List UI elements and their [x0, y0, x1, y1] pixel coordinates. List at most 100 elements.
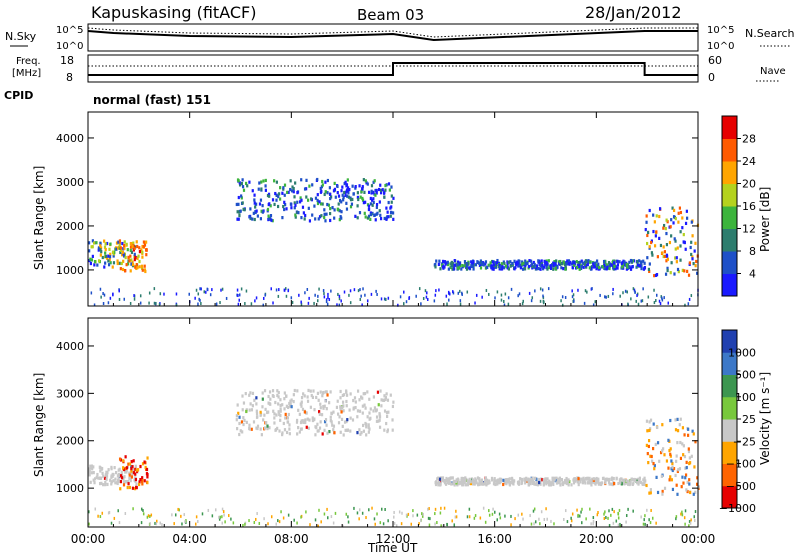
data-cell — [261, 204, 264, 208]
data-cell — [296, 432, 299, 436]
data-cell — [104, 242, 107, 246]
data-cell — [356, 431, 359, 435]
near-range-cell — [681, 513, 684, 517]
near-range-cell — [275, 288, 278, 292]
frequency-trace — [88, 62, 698, 76]
data-cell — [341, 424, 344, 428]
data-cell — [590, 483, 593, 487]
data-cell — [562, 267, 565, 271]
data-cell — [262, 418, 265, 422]
data-cell — [542, 265, 546, 269]
data-cell — [101, 255, 104, 260]
data-cell — [91, 254, 94, 258]
near-range-cell — [154, 521, 156, 525]
data-cell — [283, 200, 286, 204]
near-range-cell — [132, 507, 134, 511]
data-cell — [104, 251, 107, 255]
near-range-cell — [680, 512, 682, 516]
data-cell — [434, 482, 438, 487]
data-cell — [323, 420, 327, 424]
data-cell — [676, 417, 679, 421]
colorbar-tick-label: −500 — [726, 480, 756, 493]
data-cell — [662, 245, 665, 249]
data-cell — [123, 243, 126, 248]
data-cell — [119, 246, 122, 250]
near-range-cell — [224, 520, 226, 524]
data-cell — [567, 483, 570, 487]
data-cell — [367, 190, 371, 194]
data-cell — [658, 207, 662, 211]
data-cell — [674, 428, 678, 432]
data-cell — [669, 225, 672, 229]
data-cell — [683, 269, 686, 273]
near-range-cell — [451, 519, 453, 523]
data-cell — [648, 262, 651, 266]
data-cell — [675, 260, 678, 264]
data-cell — [467, 480, 471, 484]
x-tick-label: 00:00 — [681, 532, 716, 546]
data-cell — [332, 424, 336, 428]
data-cell — [374, 218, 377, 222]
data-cell — [103, 245, 107, 249]
data-cell — [338, 415, 341, 419]
data-cell — [447, 481, 450, 485]
data-cell — [361, 187, 364, 191]
data-cell — [508, 477, 511, 481]
data-cell — [358, 398, 361, 402]
data-cell — [688, 461, 692, 465]
near-range-cell — [338, 303, 341, 307]
near-range-cell — [434, 512, 436, 516]
near-range-cell — [195, 515, 198, 519]
data-cell — [519, 477, 522, 481]
data-cell — [453, 479, 456, 483]
data-cell — [128, 473, 131, 477]
data-cell — [616, 266, 619, 270]
data-cell — [373, 179, 376, 183]
data-cell — [642, 478, 645, 482]
data-cell — [552, 262, 556, 266]
data-cell — [289, 187, 292, 192]
near-range-cell — [272, 301, 274, 305]
near-range-cell — [584, 289, 587, 293]
near-range-cell — [641, 299, 644, 303]
data-cell — [626, 265, 629, 269]
data-cell — [682, 453, 685, 457]
data-cell — [272, 409, 275, 413]
data-cell — [598, 265, 601, 270]
near-range-cell — [371, 506, 373, 510]
data-cell — [391, 418, 394, 422]
data-cell — [495, 261, 499, 265]
data-cell — [110, 474, 113, 478]
near-range-cell — [693, 515, 696, 519]
data-cell — [614, 267, 617, 271]
data-cell — [129, 241, 132, 246]
near-range-cell — [236, 288, 239, 292]
data-cell — [110, 465, 113, 469]
near-range-cell — [604, 295, 606, 299]
data-cell — [305, 195, 308, 199]
near-range-cell — [256, 512, 258, 516]
data-cell — [434, 262, 437, 267]
data-cell — [108, 255, 112, 259]
data-cell — [565, 476, 568, 481]
data-cell — [308, 418, 311, 422]
data-cell — [652, 461, 655, 466]
data-cell — [327, 203, 331, 207]
data-cell — [94, 477, 97, 481]
colorbar-segment — [722, 161, 737, 184]
data-cell — [252, 420, 256, 424]
data-cell — [535, 477, 538, 481]
data-cell — [461, 263, 464, 268]
data-cell — [663, 453, 666, 457]
data-cell — [661, 489, 664, 494]
data-cell — [259, 217, 263, 221]
near-range-cell — [320, 520, 322, 524]
near-range-cell — [218, 517, 221, 521]
near-range-cell — [278, 520, 281, 524]
near-range-cell — [94, 507, 97, 511]
data-cell — [303, 187, 307, 191]
data-cell — [346, 188, 350, 192]
data-cell — [112, 261, 116, 265]
data-cell — [696, 271, 699, 275]
near-range-cell — [405, 513, 408, 517]
